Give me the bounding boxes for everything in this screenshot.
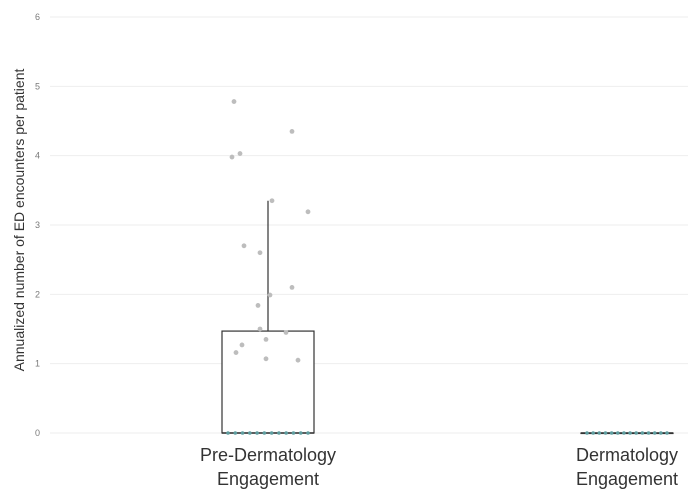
zero-point-35 (615, 431, 620, 435)
y-axis-ticks: 0 1 2 3 4 5 6 (35, 12, 40, 438)
x-tick-label-1: Dermatology Engagement (576, 445, 678, 489)
y-tick-label-0: 0 (35, 428, 40, 438)
data-point-13 (263, 337, 269, 342)
data-point-10 (255, 303, 261, 308)
zero-point-34 (609, 431, 614, 435)
y-tick-label-5: 5 (35, 81, 40, 91)
zero-point-23 (262, 431, 267, 435)
x-tick-label-0: Pre-Dermatology Engagement (200, 445, 336, 489)
x-axis-ticks: Pre-Dermatology Engagement Dermatology Enga… (200, 445, 678, 489)
zero-point-41 (652, 431, 657, 435)
zero-point-27 (291, 431, 296, 435)
data-point-17 (295, 357, 301, 363)
data-point-12 (283, 330, 289, 335)
zero-point-38 (634, 431, 639, 435)
y-axis-label: Annualized number of ED encounters per p… (11, 69, 27, 372)
zero-point-20 (240, 431, 245, 435)
data-point-16 (263, 356, 269, 362)
data-point-0 (231, 99, 237, 104)
data-point-15 (233, 350, 239, 355)
x-tick-label-line: Engagement (576, 469, 678, 489)
data-point-14 (239, 342, 245, 348)
x-tick-label-line: Pre-Dermatology (200, 445, 336, 465)
zero-point-37 (628, 431, 632, 435)
zero-point-43 (665, 431, 669, 435)
zero-point-40 (646, 431, 651, 435)
data-points (226, 99, 669, 435)
data-point-5 (305, 209, 311, 215)
data-point-11 (257, 326, 263, 332)
zero-point-28 (298, 431, 303, 435)
zero-point-39 (640, 431, 645, 435)
zero-point-36 (622, 431, 626, 435)
box-0 (221, 330, 315, 434)
x-tick-label-line: Dermatology (576, 445, 678, 465)
zero-point-18 (226, 431, 230, 435)
data-point-9 (267, 292, 273, 298)
zero-point-25 (277, 431, 281, 435)
boxes (221, 200, 674, 435)
zero-point-21 (248, 431, 252, 435)
zero-point-31 (591, 431, 595, 435)
data-point-1 (289, 129, 295, 134)
data-point-4 (269, 198, 275, 204)
zero-point-29 (306, 431, 310, 435)
zero-point-30 (585, 431, 589, 435)
y-tick-label-1: 1 (35, 359, 40, 369)
y-tick-label-2: 2 (35, 289, 40, 299)
zero-point-26 (284, 431, 288, 435)
data-point-7 (257, 250, 263, 256)
zero-point-19 (233, 431, 238, 435)
gridlines (50, 16, 688, 434)
zero-point-42 (659, 431, 663, 435)
y-tick-label-3: 3 (35, 220, 40, 230)
zero-point-22 (255, 431, 259, 435)
x-tick-label-line: Engagement (217, 469, 319, 489)
data-point-3 (229, 154, 235, 160)
data-point-6 (241, 243, 247, 249)
data-point-2 (237, 151, 243, 156)
zero-point-32 (597, 431, 602, 435)
zero-point-33 (603, 431, 608, 435)
zero-point-24 (269, 431, 274, 435)
y-tick-label-4: 4 (35, 151, 40, 161)
data-point-8 (289, 285, 295, 290)
y-tick-label-6: 6 (35, 12, 40, 22)
